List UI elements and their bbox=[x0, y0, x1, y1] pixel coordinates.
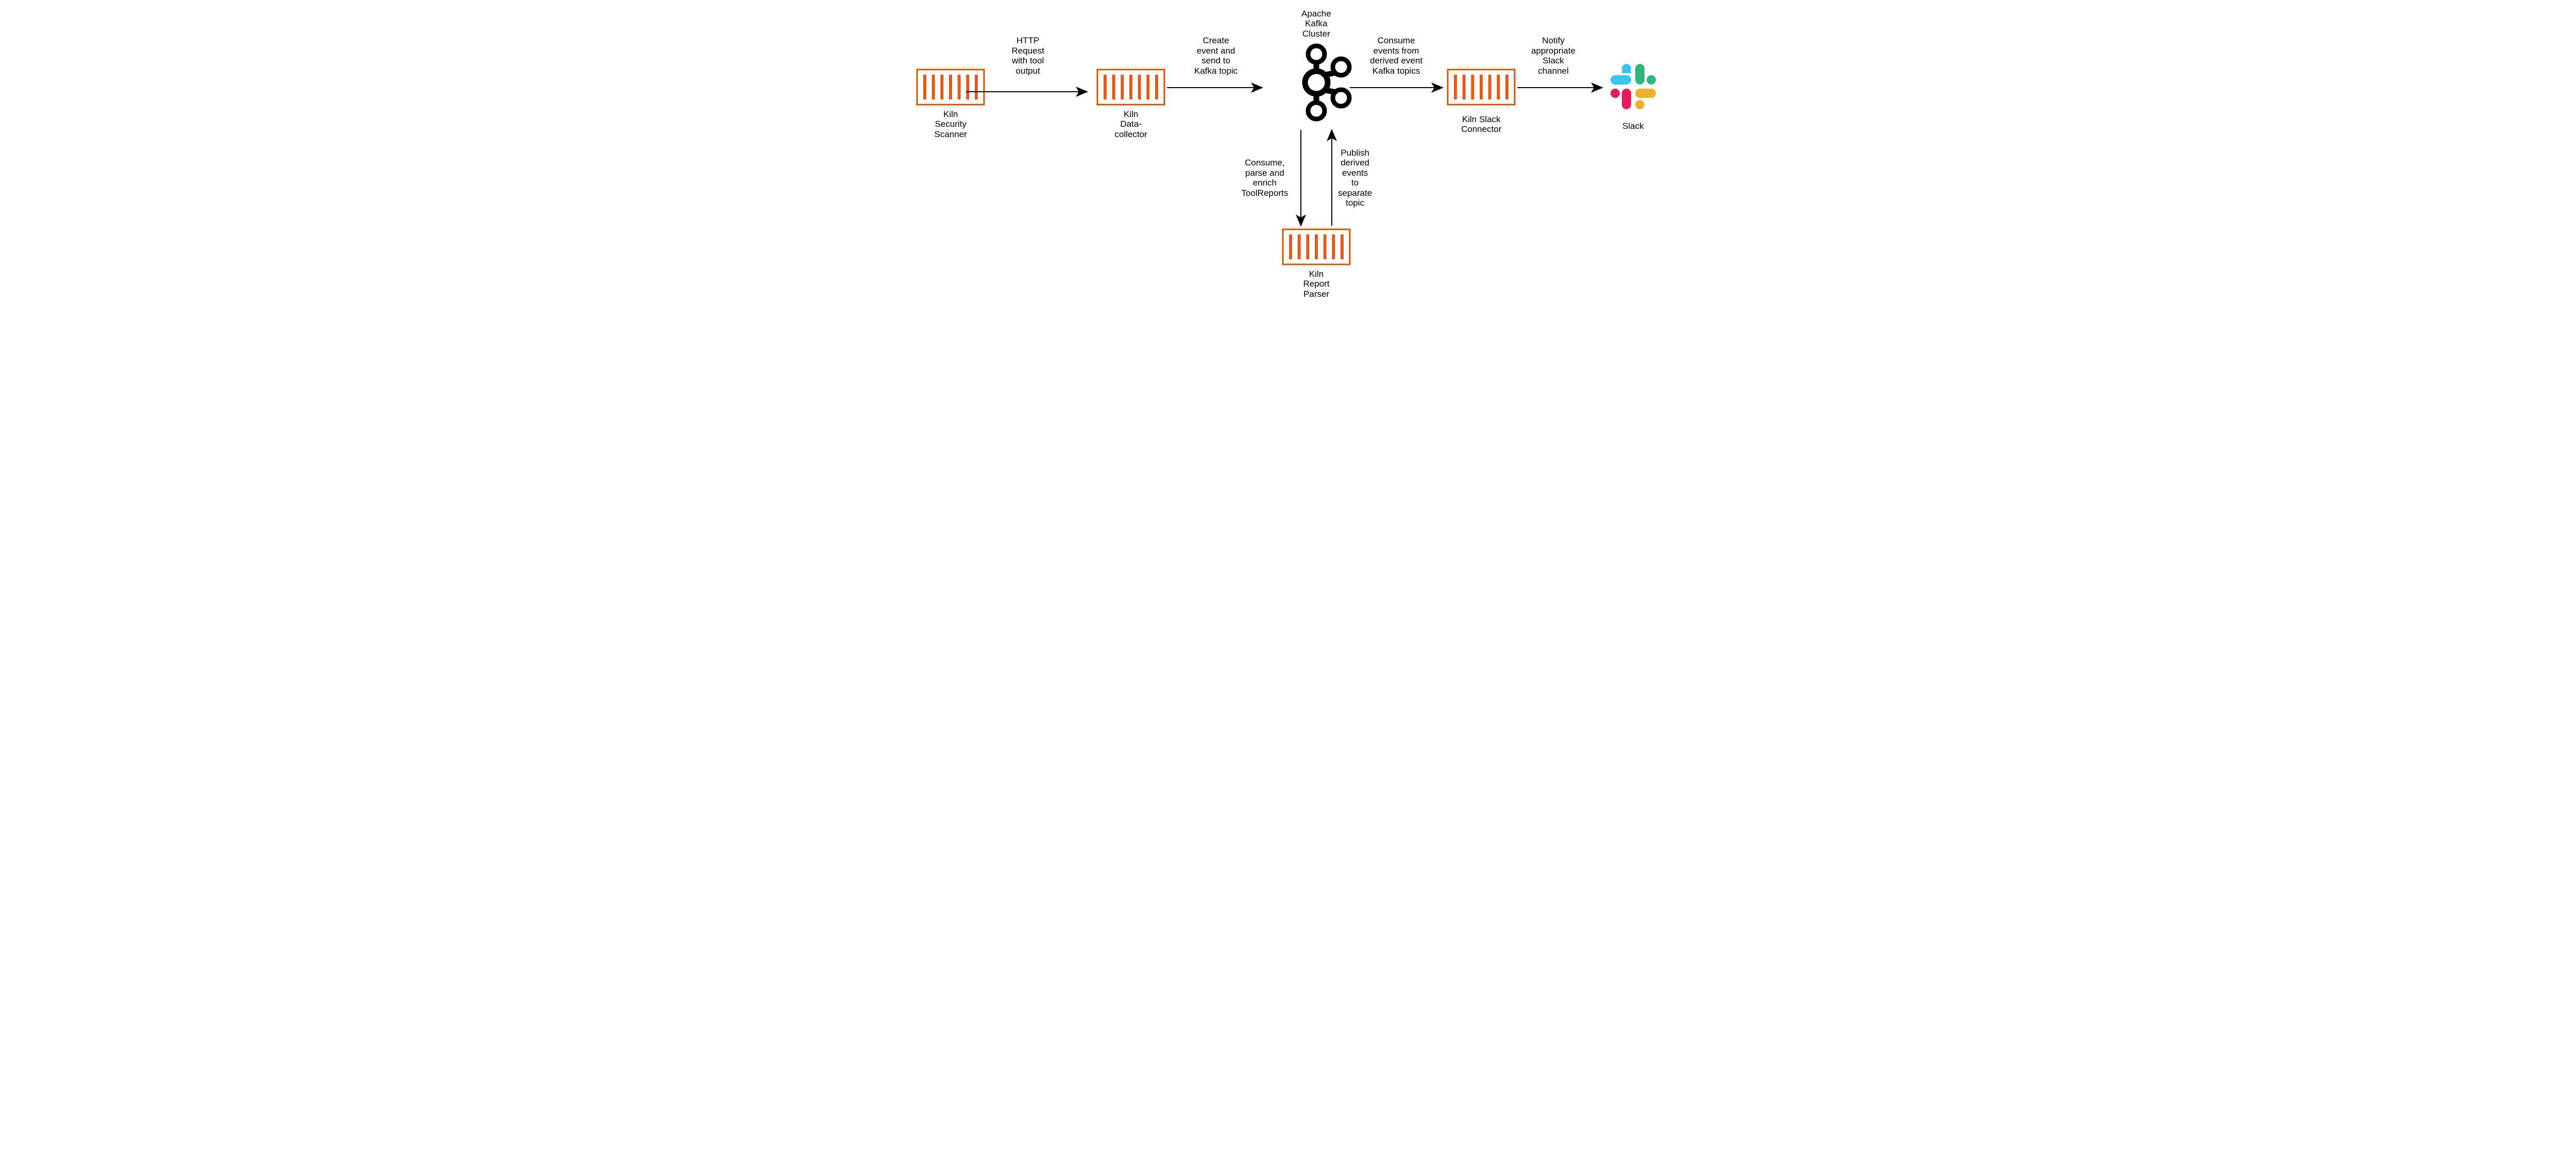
edge-label-2: Consume events from derived event Kafka … bbox=[1370, 36, 1422, 76]
edge-label-3: Notify appropriate Slack channel bbox=[1531, 36, 1575, 76]
architecture-diagram: Kiln Security Scanner Kiln Data- collecto… bbox=[902, 0, 1674, 335]
container-icon-parser bbox=[1283, 229, 1350, 264]
node-label-kafka: Apache Kafka Cluster bbox=[1301, 9, 1331, 39]
edge-label-0: HTTP Request with tool output bbox=[1012, 36, 1044, 76]
edge-label-5: Publish derived events to separate topic bbox=[1338, 148, 1372, 208]
container-icon-slack_connector bbox=[1448, 70, 1515, 105]
node-label-slack_connector: Kiln Slack Connector bbox=[1461, 114, 1501, 135]
node-label-collector: Kiln Data- collector bbox=[1115, 109, 1147, 140]
node-label-scanner: Kiln Security Scanner bbox=[935, 109, 967, 140]
container-icon-collector bbox=[1097, 70, 1164, 105]
edge-label-4: Consume, parse and enrich ToolReports bbox=[1242, 158, 1289, 198]
node-label-slack: Slack bbox=[1622, 121, 1644, 131]
node-label-parser: Kiln Report Parser bbox=[1303, 269, 1330, 299]
kafka-icon bbox=[1305, 46, 1349, 119]
edge-label-1: Create event and send to Kafka topic bbox=[1194, 36, 1238, 76]
container-icon-scanner bbox=[917, 70, 984, 105]
slack-icon bbox=[1611, 64, 1656, 109]
